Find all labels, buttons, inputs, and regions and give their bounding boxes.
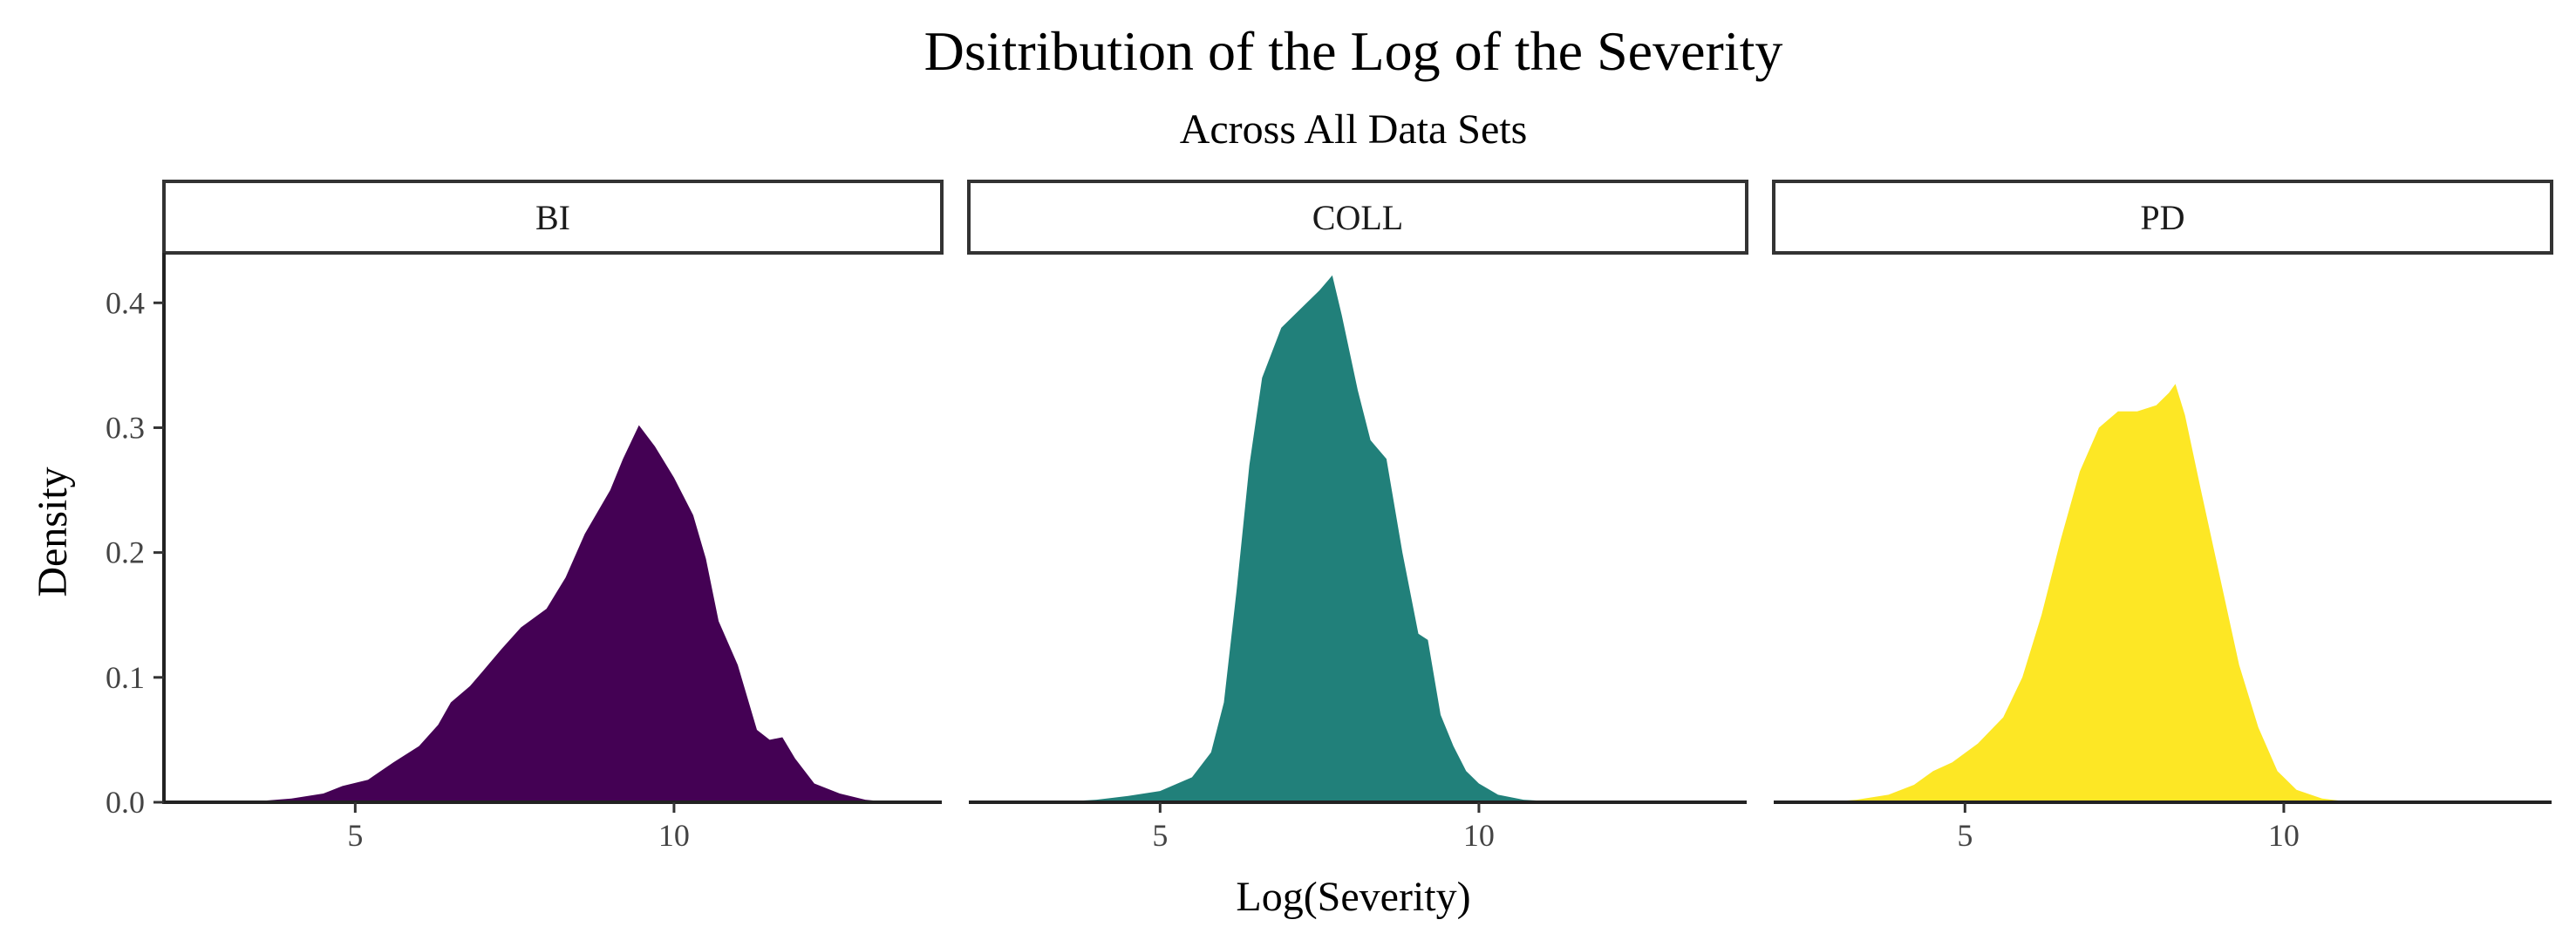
x-tick-label: 5 [1957, 818, 1973, 853]
density-area-bi [215, 425, 891, 802]
facet-strip [1772, 180, 2553, 255]
y-tick-label: 0.4 [106, 285, 145, 320]
x-axis-title: Log(Severity) [1236, 874, 1470, 920]
y-tick-label: 0.1 [106, 660, 145, 695]
y-axis-title: Density [30, 467, 76, 596]
y-tick-label: 0.0 [106, 785, 145, 820]
panel-pd: PD 5 10 [1772, 180, 2553, 853]
x-tick-label: 5 [347, 818, 363, 853]
x-tick-label: 10 [1463, 818, 1495, 853]
chart-subtitle: Across All Data Sets [1180, 106, 1528, 153]
chart-title: Dsitribution of the Log of the Severity [924, 20, 1783, 82]
facet-strip-label: PD [2140, 198, 2184, 237]
panel-coll: COLL 5 10 [967, 180, 1748, 853]
x-tick-label: 10 [2268, 818, 2300, 853]
facet-panels: BI 5 10 0.0 0.1 0.2 0.3 0.4 COLL 5 10 PD 5 10 [106, 180, 2553, 853]
x-tick-label: 5 [1152, 818, 1168, 853]
facet-strip-label: BI [535, 198, 570, 237]
facet-strip [162, 180, 944, 255]
panel-bi: BI 5 10 0.0 0.1 0.2 0.3 0.4 [106, 180, 944, 853]
y-tick-label: 0.3 [106, 410, 145, 445]
density-area-coll [1032, 275, 1594, 802]
x-tick-label: 10 [658, 818, 690, 853]
facet-strip-label: COLL [1312, 198, 1403, 237]
facet-strip [967, 180, 1748, 255]
y-tick-label: 0.2 [106, 535, 145, 570]
density-area-pd [1824, 384, 2374, 802]
